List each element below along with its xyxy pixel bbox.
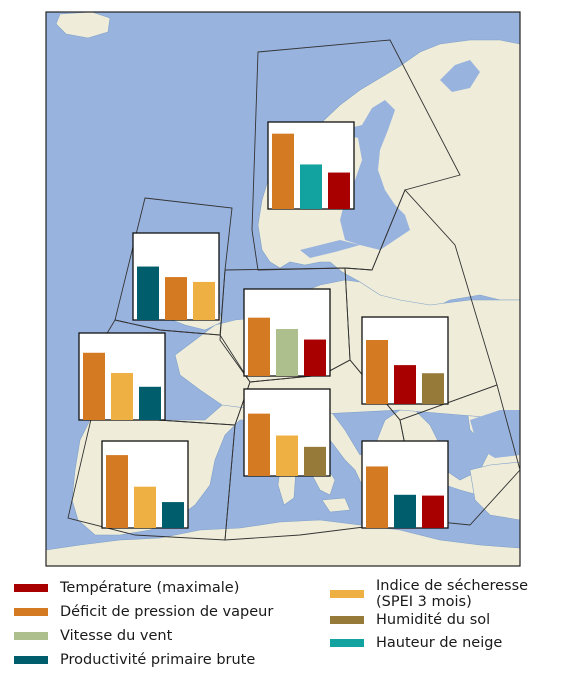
bar-temperature: [394, 365, 416, 404]
bar-gpp: [139, 386, 161, 420]
bar-vpd: [165, 277, 187, 320]
bar-snow: [300, 164, 322, 209]
bar-spei: [111, 373, 133, 420]
legend-swatch: [14, 656, 48, 664]
legend-item-vpd: Déficit de pression de vapeur: [14, 604, 273, 620]
region-chart: [243, 288, 331, 377]
legend-label: Humidité du sol: [376, 612, 491, 628]
legend-item-gpp: Productivité primaire brute: [14, 652, 255, 668]
bar-spei: [276, 435, 298, 476]
bar-vpd: [248, 317, 270, 376]
legend-label: Hauteur de neige: [376, 635, 503, 651]
region-chart: [361, 440, 449, 529]
bar-vpd: [366, 466, 388, 528]
legend-label: Vitesse du vent: [60, 628, 173, 644]
bar-vpd: [248, 413, 270, 476]
legend-label: Déficit de pression de vapeur: [60, 604, 274, 620]
region-chart: [243, 388, 331, 477]
bar-gpp: [162, 502, 184, 528]
bar-gpp: [394, 494, 416, 528]
region-chart: [132, 232, 220, 321]
region-chart: [78, 332, 166, 421]
bar-vpd: [366, 340, 388, 404]
region-charts: [78, 121, 449, 529]
legend-swatch: [14, 584, 48, 592]
region-chart: [267, 121, 355, 210]
region-chart: [101, 440, 189, 529]
bar-vpd: [106, 455, 128, 528]
bar-temperature: [328, 172, 350, 209]
legend-label: Indice de sécheresse (SPEI 3 mois): [376, 578, 529, 610]
legend-swatch: [14, 608, 48, 616]
legend-item-temperature: Température (maximale): [14, 580, 239, 596]
bar-spei: [193, 281, 215, 320]
bar-vpd: [272, 133, 294, 209]
legend-item-spei: Indice de sécheresse (SPEI 3 mois): [330, 578, 528, 610]
bar-wind: [276, 329, 298, 376]
bar-soil: [422, 373, 444, 404]
legend-swatch: [330, 639, 364, 647]
bar-vpd: [83, 352, 105, 420]
legend-label: Productivité primaire brute: [60, 652, 256, 668]
region-chart: [361, 316, 449, 405]
legend-item-soil: Humidité du sol: [330, 612, 490, 628]
map-frame: [45, 11, 521, 567]
legend-swatch: [330, 616, 364, 624]
legend-item-snow: Hauteur de neige: [330, 635, 502, 651]
bar-soil: [304, 446, 326, 476]
bar-temperature: [422, 495, 444, 528]
legend-swatch: [330, 590, 364, 598]
bar-gpp: [137, 266, 159, 320]
legend-label: Température (maximale): [60, 580, 240, 596]
legend-item-wind: Vitesse du vent: [14, 628, 172, 644]
legend-swatch: [14, 632, 48, 640]
bar-spei: [134, 486, 156, 528]
bar-temperature: [304, 339, 326, 376]
